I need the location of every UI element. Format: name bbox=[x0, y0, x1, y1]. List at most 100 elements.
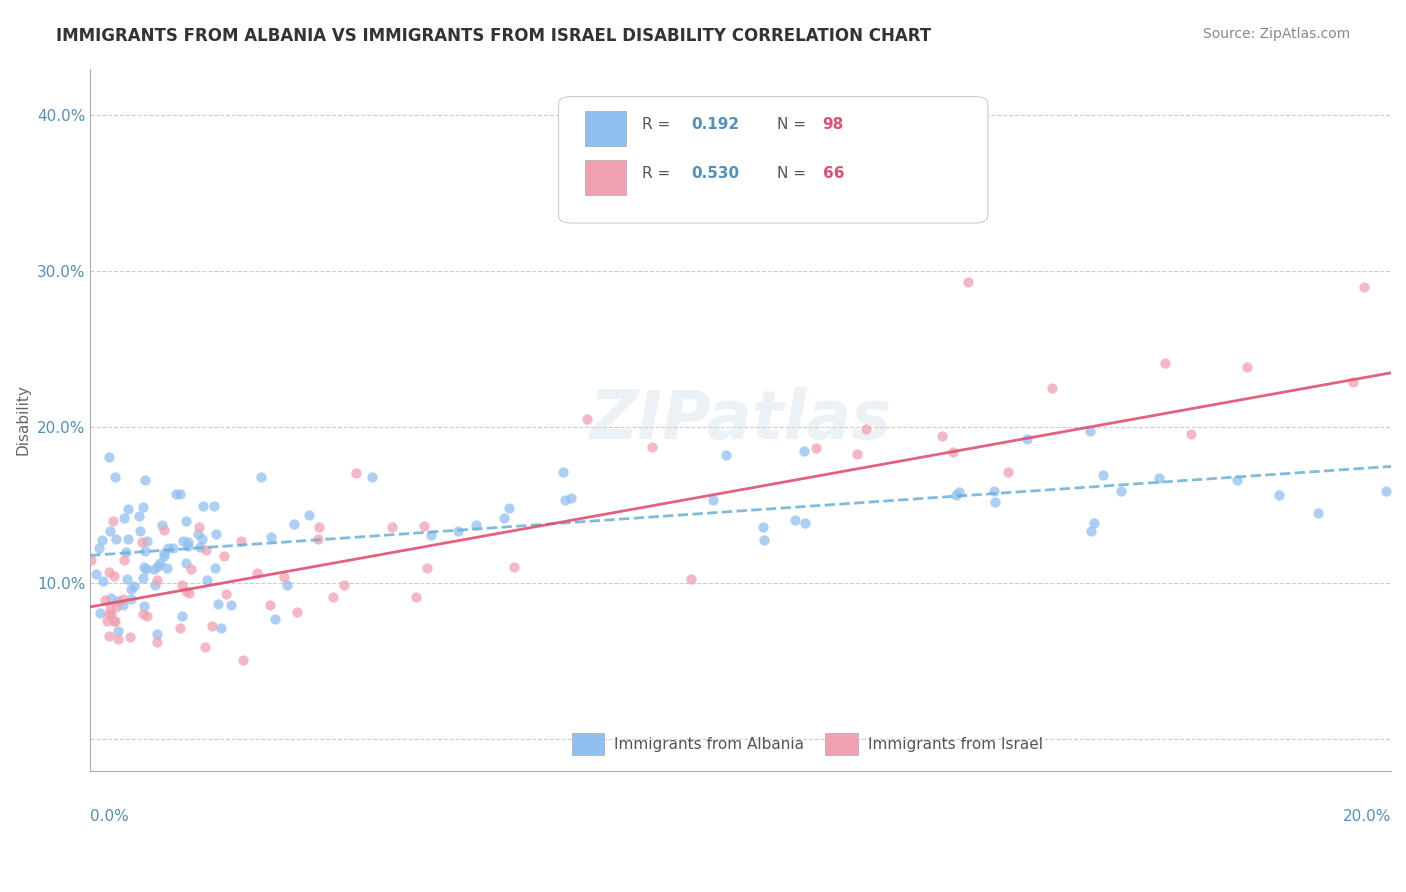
Point bbox=[1180, 427, 1202, 442]
Point bbox=[420, 527, 443, 541]
Point bbox=[103, 514, 125, 528]
Point bbox=[84, 567, 107, 582]
Point bbox=[131, 535, 153, 549]
Point bbox=[283, 516, 305, 531]
Point bbox=[1078, 424, 1101, 438]
Point bbox=[115, 572, 138, 586]
Text: 0.192: 0.192 bbox=[692, 117, 740, 132]
Point bbox=[702, 492, 724, 507]
Point bbox=[575, 412, 598, 426]
Point bbox=[174, 515, 197, 529]
Point bbox=[1375, 483, 1398, 498]
Point bbox=[103, 569, 125, 583]
Point bbox=[136, 609, 159, 624]
Point bbox=[176, 535, 198, 549]
Point bbox=[259, 530, 281, 544]
Point bbox=[679, 572, 702, 586]
Point bbox=[111, 591, 134, 606]
Point bbox=[464, 518, 486, 533]
Point bbox=[1092, 468, 1115, 483]
Point bbox=[107, 594, 129, 608]
Text: 0.530: 0.530 bbox=[692, 166, 740, 181]
Point bbox=[146, 634, 169, 648]
Point bbox=[194, 640, 217, 654]
Point bbox=[360, 470, 382, 484]
Text: R =: R = bbox=[641, 117, 675, 132]
Point bbox=[143, 561, 166, 575]
FancyBboxPatch shape bbox=[585, 111, 626, 145]
Point bbox=[132, 500, 155, 514]
Point bbox=[783, 513, 806, 527]
Point bbox=[89, 606, 111, 620]
Point bbox=[948, 485, 970, 500]
Point bbox=[135, 562, 157, 576]
Point bbox=[104, 532, 127, 546]
Text: R =: R = bbox=[641, 166, 675, 181]
Point bbox=[153, 549, 176, 563]
Point bbox=[87, 541, 110, 556]
Point bbox=[112, 511, 135, 525]
FancyBboxPatch shape bbox=[558, 96, 988, 223]
Point bbox=[172, 533, 194, 548]
Point bbox=[752, 533, 775, 548]
Y-axis label: Disability: Disability bbox=[15, 384, 30, 455]
Point bbox=[246, 566, 269, 580]
Point bbox=[91, 574, 114, 588]
Point bbox=[322, 590, 344, 604]
Point bbox=[551, 465, 574, 479]
Point bbox=[132, 599, 155, 613]
Point bbox=[846, 447, 869, 461]
Point bbox=[187, 527, 209, 541]
Point bbox=[107, 632, 129, 647]
Text: 0.0%: 0.0% bbox=[90, 809, 129, 824]
Point bbox=[150, 518, 173, 533]
Point bbox=[1306, 506, 1329, 520]
Point bbox=[1225, 474, 1247, 488]
Point bbox=[201, 619, 224, 633]
Point bbox=[187, 519, 209, 533]
Point bbox=[153, 546, 176, 560]
Text: N =: N = bbox=[778, 117, 811, 132]
Point bbox=[188, 540, 211, 554]
Point bbox=[1341, 375, 1364, 389]
Point bbox=[100, 591, 122, 606]
Point bbox=[134, 473, 156, 487]
Point bbox=[1083, 516, 1105, 530]
Point bbox=[806, 442, 828, 456]
Point bbox=[149, 557, 172, 571]
Point bbox=[498, 501, 520, 516]
Point bbox=[105, 599, 128, 614]
Point bbox=[98, 450, 121, 465]
Point bbox=[307, 533, 329, 547]
Text: ZIPatlas: ZIPatlas bbox=[589, 386, 891, 452]
Point bbox=[172, 609, 194, 624]
Point bbox=[131, 571, 153, 585]
Point bbox=[103, 614, 125, 628]
Point bbox=[169, 621, 191, 635]
Text: Immigrants from Israel: Immigrants from Israel bbox=[868, 737, 1043, 752]
Point bbox=[98, 607, 121, 621]
Point bbox=[153, 523, 176, 537]
Point bbox=[146, 574, 169, 588]
Text: 20.0%: 20.0% bbox=[1343, 809, 1391, 824]
Point bbox=[103, 614, 125, 628]
Point bbox=[298, 508, 321, 523]
Point bbox=[169, 487, 191, 501]
Point bbox=[1268, 488, 1291, 502]
Point bbox=[195, 574, 218, 588]
Point bbox=[1109, 484, 1132, 499]
Point bbox=[191, 532, 214, 546]
Point bbox=[259, 598, 281, 612]
Point bbox=[194, 542, 217, 557]
Point bbox=[122, 578, 145, 592]
Point bbox=[205, 527, 228, 541]
Text: IMMIGRANTS FROM ALBANIA VS IMMIGRANTS FROM ISRAEL DISABILITY CORRELATION CHART: IMMIGRANTS FROM ALBANIA VS IMMIGRANTS FR… bbox=[56, 27, 931, 45]
Point bbox=[98, 600, 121, 615]
Point bbox=[156, 561, 179, 575]
Point bbox=[120, 582, 142, 597]
Point bbox=[219, 598, 242, 612]
Point bbox=[112, 598, 135, 612]
Point bbox=[344, 466, 367, 480]
Point bbox=[207, 597, 229, 611]
Point bbox=[180, 562, 202, 576]
